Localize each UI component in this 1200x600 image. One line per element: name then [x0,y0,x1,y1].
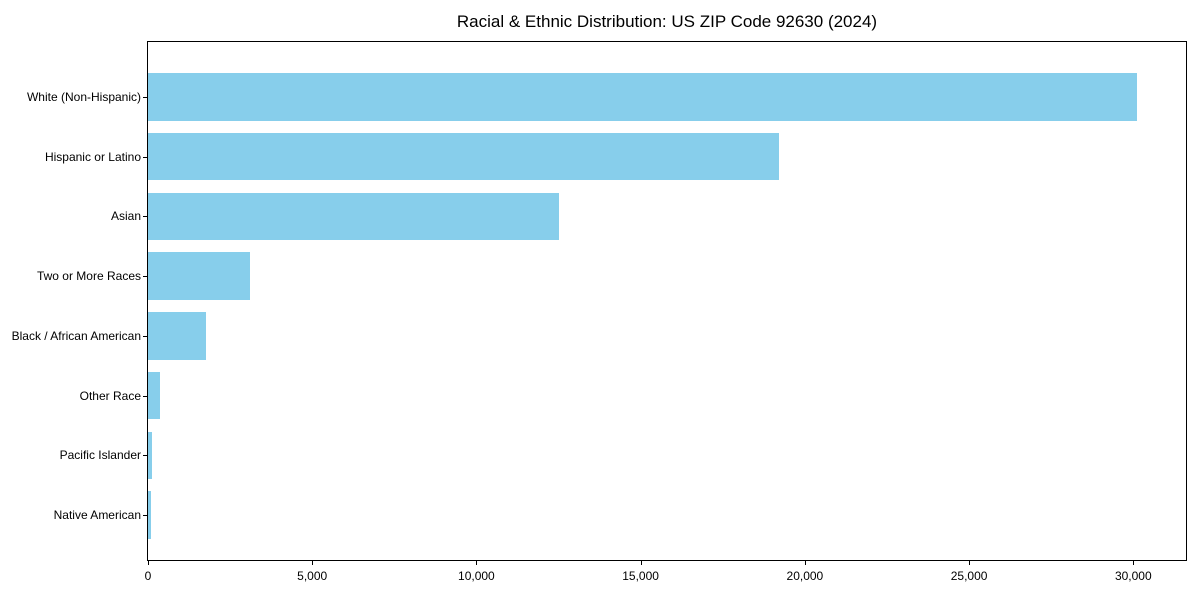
y-tick-label: White (Non-Hispanic) [26,89,141,104]
y-tick-mark [143,335,148,337]
y-tick-mark [143,156,148,158]
y-tick-mark [143,216,148,218]
x-tick-label: 10,000 [458,569,495,583]
x-tick-mark [969,560,971,565]
x-tick-mark [476,560,478,565]
x-tick-label: 20,000 [786,569,824,583]
y-tick-mark [143,96,148,98]
x-tick-mark [312,560,314,565]
y-tick-mark [143,515,148,516]
y-tick-mark [143,455,148,457]
bar [148,73,1137,121]
bar [148,132,779,181]
bar [148,192,559,240]
y-tick-mark [143,276,148,277]
x-tick-mark [148,560,149,565]
x-tick-mark [1133,560,1135,565]
bar [148,371,160,420]
bar [148,252,250,300]
y-tick-label: Two or More Races [36,269,141,283]
x-tick-mark [804,560,806,565]
y-tick-label: Native American [53,508,141,522]
plot-area: 0 5,000 10,000 15,000 20,000 25,000 30,000 [143,41,1187,583]
y-tick-label: Black / African American [11,328,141,343]
x-tick-label: 5,000 [297,569,328,583]
y-tick-label: Hispanic or Latino [44,149,141,164]
chart-title: Racial & Ethnic Distribution: US ZIP Cod… [456,12,878,31]
x-tick-label: 15,000 [622,569,659,583]
y-tick-label: Pacific Islander [59,448,141,463]
y-tick-mark [143,395,148,397]
bar [148,312,206,360]
bar [148,431,152,479]
bar [148,491,151,539]
x-tick-label: 25,000 [950,569,988,583]
y-tick-label: Asian [110,209,141,224]
x-tick-label: 30,000 [1114,569,1152,583]
y-tick-label: Other Race [79,388,141,403]
x-tick-mark [640,560,642,565]
x-tick-label: 0 [144,569,152,583]
